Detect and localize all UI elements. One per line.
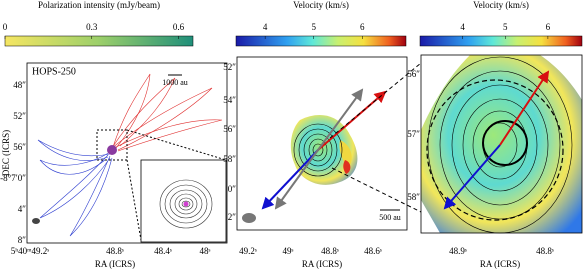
- frame: [26, 62, 228, 244]
- y-tick-label: 4″: [18, 204, 27, 214]
- y-tick-label: 58″: [223, 154, 236, 164]
- colorbar-tick-label: 6: [546, 22, 551, 32]
- x-tick-label: 48.8ˢ: [321, 246, 339, 256]
- y-tick-label: 56″: [13, 142, 26, 152]
- colorbar-tick-label: 4: [263, 22, 268, 32]
- source-label: HOPS-250: [32, 66, 76, 77]
- x-label: RA (ICRS): [480, 259, 520, 269]
- colorbar-tick-label: 5: [311, 22, 316, 32]
- beam: [242, 213, 256, 223]
- contours: [293, 123, 343, 177]
- x-label: RA (ICRS): [302, 259, 342, 269]
- colorbar-tick-label: 0: [3, 22, 8, 32]
- y-tick-label: 56″: [407, 69, 420, 79]
- circle: [482, 120, 528, 166]
- x-tick-label: 5ʰ40ᵐ49.2ˢ: [11, 246, 50, 256]
- colorbar-label: Polarization intensity (mJy/beam): [38, 0, 160, 10]
- zoom-box: [96, 129, 128, 161]
- inset-core: [183, 201, 189, 207]
- red-contours: [111, 73, 223, 152]
- frame: [420, 54, 583, 234]
- colorbar-label: Velocity (km/s): [293, 0, 349, 10]
- inset: [140, 159, 227, 243]
- inset-x-tick-label: 48.4ˢ: [154, 246, 172, 256]
- panel-polarization: HOPS-250 1000 au RA (ICRS) DEC (ICRS): [1, 62, 228, 269]
- y-tick-label: -8°7′0″: [0, 173, 26, 183]
- colorbar-tick-label: 0.3: [86, 22, 98, 32]
- y-tick-label: 48″: [13, 80, 26, 90]
- colorbar: [419, 35, 583, 47]
- y-tick-label: 52″: [223, 62, 236, 72]
- x-tick-label: 48.8ˢ: [106, 246, 124, 256]
- scalebar-label: 1000 au: [162, 78, 188, 87]
- y-tick-label: 8″: [18, 235, 27, 245]
- dashed-ellipse: [426, 79, 564, 221]
- velocity-patch: [339, 140, 352, 168]
- x-tick-label: 49ˢ: [283, 246, 294, 256]
- colorbar-tick-label: 6: [360, 22, 365, 32]
- x-tick-label: 48.8ˢ: [536, 246, 554, 256]
- colorbar-label: Velocity (km/s): [473, 0, 529, 10]
- y-tick-label: 52″: [13, 111, 26, 121]
- colorbar: [235, 35, 407, 47]
- x-tick-label: 48.6ˢ: [364, 246, 382, 256]
- blue-contours: [37, 139, 113, 237]
- gray-arrow: [274, 149, 319, 210]
- y-label: DEC (ICRS): [1, 130, 11, 176]
- panel-velocity: 500 au RA (ICRS): [236, 56, 422, 269]
- velocity-patch: [343, 160, 351, 174]
- panel-zoom: RA (ICRS): [420, 54, 583, 269]
- colorbar-tick-label: 4: [460, 22, 465, 32]
- frame: [236, 56, 408, 231]
- core: [107, 145, 117, 155]
- x-label: RA (ICRS): [95, 259, 135, 269]
- y-tick-label: 57″: [407, 129, 420, 139]
- x-tick-label: 49.2ˢ: [239, 246, 257, 256]
- gray-arrow: [317, 88, 364, 151]
- x-tick-label: 48.9ˢ: [449, 246, 467, 256]
- y-tick-label: 58″: [407, 192, 420, 202]
- y-tick-label: 2″: [228, 212, 237, 222]
- blank: [421, 200, 440, 233]
- blank: [421, 55, 470, 130]
- zoom-line: [331, 167, 422, 213]
- y-tick-label: 56″: [223, 124, 236, 134]
- colorbar: [4, 35, 194, 47]
- beam: [32, 218, 40, 224]
- blue-arrow: [443, 144, 501, 210]
- scalebar-label: 500 au: [379, 213, 401, 222]
- zoom-line: [126, 129, 227, 161]
- y-tick-label: 0″: [228, 184, 237, 194]
- blank: [540, 55, 582, 100]
- zoom-line: [329, 62, 422, 139]
- red-arrow: [499, 70, 550, 146]
- y-tick-label: 54″: [223, 95, 236, 105]
- blue-arrow: [261, 149, 319, 210]
- inset-contours: [159, 179, 213, 229]
- inset-x-tick-label: 48ˢ: [200, 246, 211, 256]
- zoom-line: [126, 159, 142, 241]
- colorbar-tick-label: 0.6: [173, 22, 185, 32]
- colorbar-tick-label: 5: [503, 22, 508, 32]
